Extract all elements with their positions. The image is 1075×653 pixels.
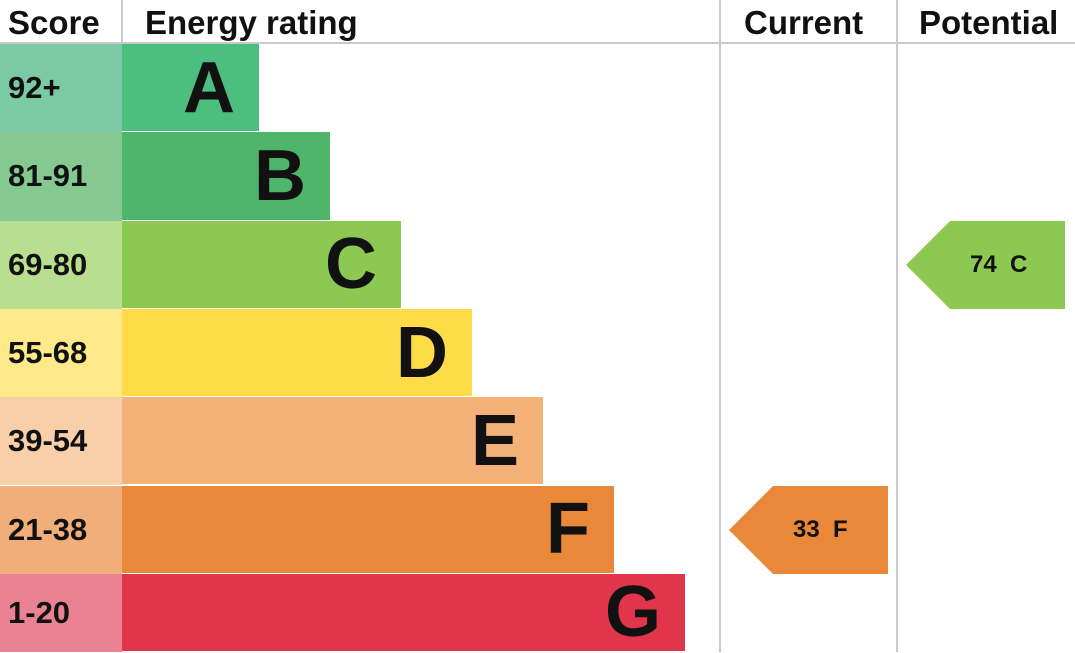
energy-rating-header: Energy rating <box>145 4 358 41</box>
score-cell-b: 81-91 <box>0 132 122 221</box>
potential-header: Potential <box>919 4 1059 41</box>
potential-column-divider <box>896 0 898 652</box>
score-cell-a: 92+ <box>0 44 122 133</box>
rating-bar-b: B <box>122 132 330 220</box>
rating-bar-c: C <box>122 220 401 308</box>
rating-letter-e: E <box>470 400 519 481</box>
rating-letter-d: D <box>396 312 448 393</box>
potential-rating-indicator-label: 74 C <box>970 250 1028 278</box>
score-cell-e: 39-54 <box>0 397 122 486</box>
rating-letter-b: B <box>254 135 306 216</box>
current-rating-indicator-label: 33 F <box>793 515 848 543</box>
score-cell-f: 21-38 <box>0 485 122 574</box>
rating-bar-f: F <box>122 485 614 573</box>
rating-bar-e: E <box>122 397 543 485</box>
current-header: Current <box>744 4 864 41</box>
rating-bar-a: A <box>122 44 259 132</box>
score-cell-g: 1-20 <box>0 573 122 652</box>
score-header: Score <box>8 4 100 41</box>
rating-bar-d: D <box>122 308 472 397</box>
score-column-divider <box>121 0 123 44</box>
rating-bar-g: G <box>122 572 685 653</box>
rating-letter-g: G <box>604 572 661 653</box>
rating-letter-c: C <box>325 224 377 305</box>
current-column-divider <box>719 0 721 652</box>
score-cell-d: 55-68 <box>0 308 122 398</box>
rating-letter-a: A <box>183 47 235 128</box>
current-rating-indicator-shape <box>729 485 888 574</box>
potential-rating-indicator-shape <box>906 220 1065 309</box>
score-cell-c: 69-80 <box>0 220 122 309</box>
header-divider <box>0 42 1075 44</box>
rating-letter-f: F <box>546 489 590 570</box>
current-rating-indicator: 33 F <box>729 485 888 574</box>
potential-rating-indicator: 74 C <box>906 220 1065 309</box>
